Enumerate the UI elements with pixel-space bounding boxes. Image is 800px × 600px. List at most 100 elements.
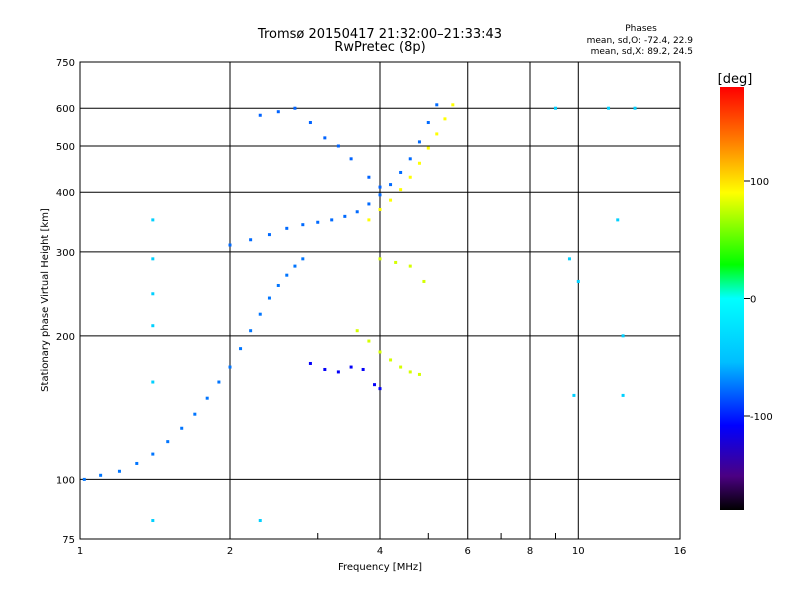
data-point [399, 365, 403, 369]
data-point [276, 110, 280, 114]
data-point [349, 365, 353, 369]
data-point [355, 329, 359, 333]
data-point [267, 296, 271, 300]
data-point [408, 175, 412, 179]
data-point [228, 365, 232, 369]
data-point [389, 198, 393, 202]
colorbar-label: [deg] [718, 72, 753, 87]
data-point [249, 329, 253, 333]
colorbar-ticks: 100 0 -100 [744, 177, 773, 423]
colorbar [720, 87, 744, 510]
data-points [82, 103, 637, 523]
data-point [378, 350, 382, 354]
data-point [151, 380, 155, 384]
data-point [389, 358, 393, 362]
x-tick-label: 6 [465, 546, 471, 557]
data-point [389, 183, 393, 187]
chart-title: Tromsø 20150417 21:32:00–21:33:43 [257, 27, 502, 42]
data-point [258, 113, 262, 117]
data-point [367, 218, 371, 222]
data-point [426, 121, 430, 125]
data-point [443, 117, 447, 121]
plot-frame [79, 61, 681, 540]
data-point [151, 218, 155, 222]
data-point [417, 161, 421, 165]
axis-ticks: 1 2 4 6 8 10 16 75 100 200 300 400 500 600 750 [56, 58, 686, 557]
data-point [567, 257, 571, 261]
data-point [373, 383, 377, 387]
data-point [616, 218, 620, 222]
phases-title: Phases [625, 24, 657, 34]
data-point [166, 440, 170, 444]
data-point [378, 207, 382, 211]
data-point [151, 292, 155, 296]
data-point [621, 393, 625, 397]
data-point [572, 393, 576, 397]
data-point [308, 121, 312, 125]
data-point [99, 473, 103, 477]
data-point [417, 140, 421, 144]
data-point [193, 412, 197, 416]
data-point [336, 144, 340, 148]
data-point [228, 243, 232, 247]
data-point [323, 367, 327, 371]
x-tick-label: 4 [377, 546, 383, 557]
data-point [426, 146, 430, 150]
data-point [293, 264, 297, 268]
grid-layer [80, 62, 680, 539]
data-point [323, 136, 327, 140]
data-point [553, 106, 557, 110]
data-point [285, 226, 289, 230]
data-point [607, 106, 611, 110]
y-tick-label: 750 [56, 58, 75, 69]
data-point [378, 387, 382, 391]
data-point [417, 372, 421, 376]
data-point [82, 477, 86, 481]
data-point [151, 452, 155, 456]
data-point [205, 396, 209, 400]
data-point [285, 273, 289, 277]
data-point [367, 339, 371, 343]
x-tick-label: 10 [572, 546, 585, 557]
data-point [435, 103, 439, 107]
y-tick-label: 400 [56, 188, 75, 199]
colorbar-tick-label: 0 [750, 295, 756, 306]
data-point [135, 461, 139, 465]
data-point [435, 132, 439, 136]
y-tick-label: 600 [56, 104, 75, 115]
y-tick-label: 500 [56, 142, 75, 153]
data-point [336, 370, 340, 374]
y-tick-label: 75 [62, 535, 75, 546]
data-point [367, 175, 371, 179]
data-point [343, 214, 347, 218]
data-point [151, 257, 155, 261]
data-point [316, 220, 320, 224]
y-tick-label: 300 [56, 248, 75, 259]
data-point [408, 370, 412, 374]
data-point [576, 279, 580, 283]
data-point [422, 279, 426, 283]
data-point [301, 257, 305, 261]
data-point [349, 157, 353, 161]
chart-subtitle: RwPretec (8p) [334, 40, 425, 55]
data-point [378, 193, 382, 197]
data-point [308, 361, 312, 365]
data-point [633, 106, 637, 110]
x-tick-label: 2 [227, 546, 233, 557]
data-point [217, 380, 221, 384]
data-point [267, 233, 271, 237]
y-axis-label: Stationary phase Virtual Height [km] [40, 208, 51, 392]
data-point [355, 210, 359, 214]
data-point [367, 202, 371, 206]
data-point [399, 188, 403, 192]
x-tick-label: 16 [674, 546, 687, 557]
phases-x-stats: mean, sd,X: 89.2, 24.5 [591, 47, 693, 57]
colorbar-tick-label: 100 [750, 177, 769, 188]
data-point [258, 519, 262, 523]
data-point [258, 312, 262, 316]
data-point [117, 469, 121, 473]
x-axis-label: Frequency [MHz] [338, 562, 422, 573]
data-point [408, 264, 412, 268]
data-point [239, 347, 243, 351]
